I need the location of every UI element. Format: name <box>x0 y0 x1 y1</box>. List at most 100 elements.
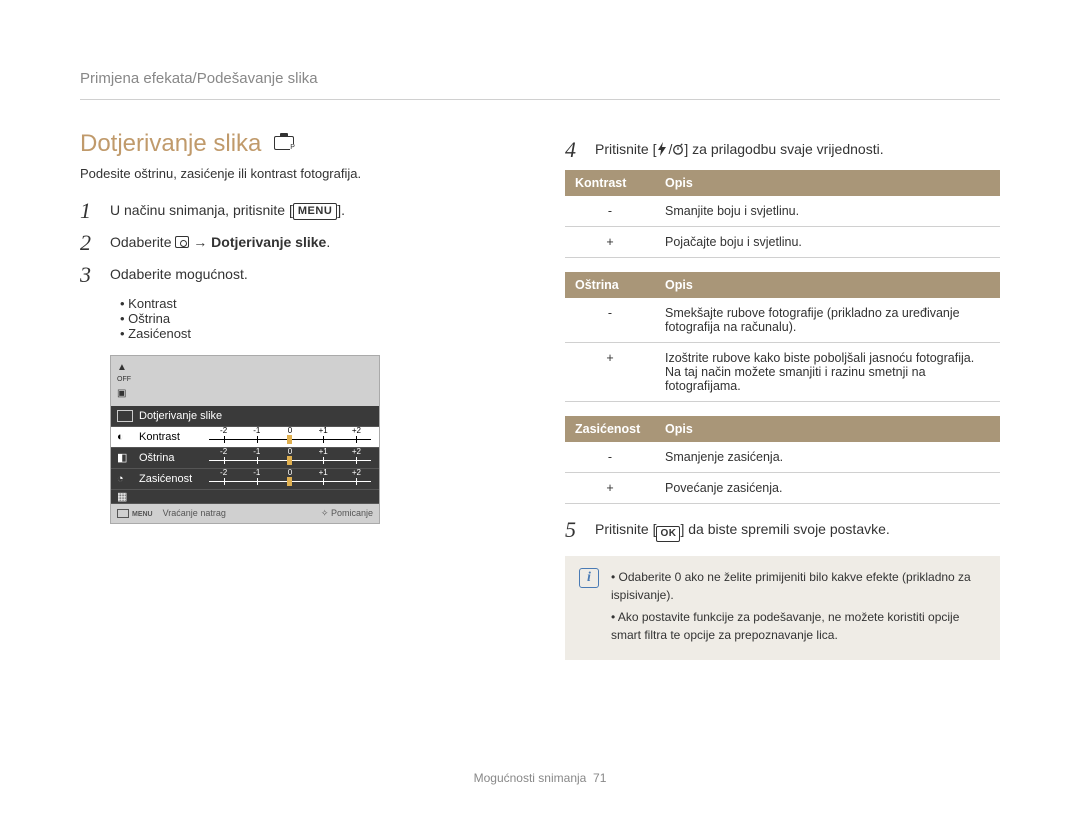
td-val: Pojačajte boju i svjetlinu. <box>655 227 1000 258</box>
bullet-item: Oštrina <box>120 311 515 326</box>
td-val: Izoštrite rubove kako biste poboljšali j… <box>655 343 1000 402</box>
lcd-marker <box>287 477 292 486</box>
saturation-icon: ◔ <box>117 473 133 485</box>
page: Primjena efekata/Podešavanje slika Dotje… <box>0 0 1080 700</box>
step-text-post: ]. <box>337 202 345 218</box>
lcd-marker <box>287 456 292 465</box>
step-number: 4 <box>565 138 595 162</box>
title-row: Dotjerivanje slika <box>80 130 515 158</box>
step-2: 2 Odaberite → Dotjerivanje slike. <box>80 231 515 255</box>
breadcrumb: Primjena efekata/Podešavanje slika <box>80 70 1000 100</box>
lcd-top-bar: ▲OFF ▣ <box>111 356 379 406</box>
step-text: U načinu snimanja, pritisnite [MENU]. <box>110 199 345 221</box>
note-item: Ako postavite funkcije za podešavanje, n… <box>611 608 986 644</box>
bullet-item: Kontrast <box>120 296 515 311</box>
lcd-header: Dotjerivanje slike <box>111 406 379 427</box>
step-text-pre: U načinu snimanja, pritisnite [ <box>110 202 293 218</box>
arrow: → <box>189 234 211 250</box>
step-text: Pritisnite [OK] da biste spremili svoje … <box>595 518 890 542</box>
camera-small-icon <box>175 236 189 248</box>
table-ostrina: OštrinaOpis -Smekšajte rubove fotografij… <box>565 272 1000 402</box>
contrast-icon: ◐ <box>117 431 133 443</box>
lcd-row-label: Kontrast <box>139 431 207 443</box>
step-text: Odaberite → Dotjerivanje slike. <box>110 231 330 253</box>
menu-button-label: MENU <box>293 203 337 220</box>
lcd-footer-menu: MENU <box>117 508 153 519</box>
step-text-pre: Pritisnite [ <box>595 521 656 537</box>
lcd-icon: ▣ <box>117 388 373 399</box>
right-column: 4 Pritisnite [/] za prilagodbu svaje vri… <box>565 130 1000 660</box>
step-number: 2 <box>80 231 110 255</box>
note-list: Odaberite 0 ako ne želite primijeniti bi… <box>611 568 986 648</box>
step-number: 3 <box>80 263 110 287</box>
lcd-footer: MENU Vraćanje natrag ✧ Pomicanje <box>111 504 379 523</box>
lcd-row-kontrast: ◐ Kontrast -2 -1 0 +1 +2 <box>111 427 379 448</box>
td-val: Smanjenje zasićenja. <box>655 442 1000 473</box>
th: Opis <box>655 272 1000 298</box>
bullet-item: Zasićenost <box>120 326 515 341</box>
two-columns: Dotjerivanje slika Podesite oštrinu, zas… <box>80 130 1000 660</box>
td-key: + <box>565 343 655 402</box>
th: Zasićenost <box>565 416 655 442</box>
camera-mode-icon <box>274 136 294 150</box>
nav-icon: ✧ <box>321 508 329 518</box>
footer-label: Mogućnosti snimanja <box>474 771 587 785</box>
lcd-marker <box>287 435 292 444</box>
lcd-body: Dotjerivanje slike ◐ Kontrast -2 -1 0 +1… <box>111 406 379 504</box>
info-icon: i <box>579 568 599 588</box>
camera-lcd-mockup: ▲OFF ▣ Dotjerivanje slike ◐ Kontrast -2 <box>110 355 380 524</box>
th: Oštrina <box>565 272 655 298</box>
footer-page: 71 <box>593 771 606 785</box>
step-number: 5 <box>565 518 595 542</box>
step-text-pre: Pritisnite [ <box>595 141 656 157</box>
lcd-row-label: Oštrina <box>139 452 207 464</box>
step-1: 1 U načinu snimanja, pritisnite [MENU]. <box>80 199 515 223</box>
sharpness-icon: ◧ <box>117 451 133 464</box>
td-key: - <box>565 442 655 473</box>
section-title: Dotjerivanje slika <box>80 130 261 158</box>
lcd-row-zasicenost: ◔ Zasićenost -2 -1 0 +1 +2 <box>111 469 379 490</box>
step-text-post: ] za prilagodbu svaje vrijednosti. <box>684 141 883 157</box>
page-footer: Mogućnosti snimanja 71 <box>0 771 1080 785</box>
step-text: Odaberite mogućnost. <box>110 263 248 285</box>
lcd-row-empty: ▦ <box>111 490 379 504</box>
lcd-header-text: Dotjerivanje slike <box>139 410 222 422</box>
td-key: - <box>565 196 655 227</box>
note-box: i Odaberite 0 ako ne želite primijeniti … <box>565 556 1000 660</box>
th: Kontrast <box>565 170 655 196</box>
td-key: - <box>565 298 655 343</box>
step-text-post: ] da biste spremili svoje postavke. <box>680 521 889 537</box>
lcd-footer-back: Vraćanje natrag <box>163 508 226 519</box>
lcd-icon: ▲OFF <box>117 362 373 384</box>
table-kontrast: KontrastOpis -Smanjite boju i svjetlinu.… <box>565 170 1000 258</box>
step-5: 5 Pritisnite [OK] da biste spremili svoj… <box>565 518 1000 542</box>
step-number: 1 <box>80 199 110 223</box>
th: Opis <box>655 416 1000 442</box>
td-key: + <box>565 227 655 258</box>
th: Opis <box>655 170 1000 196</box>
lcd-scale: -2 -1 0 +1 +2 <box>207 449 373 467</box>
ok-button-label: OK <box>656 526 680 542</box>
section-subtitle: Podesite oštrinu, zasićenje ili kontrast… <box>80 166 515 181</box>
step-text-pre: Odaberite <box>110 234 175 250</box>
step-bold: Dotjerivanje slike <box>211 234 326 250</box>
step-text: Pritisnite [/] za prilagodbu svaje vrije… <box>595 138 884 162</box>
lcd-scale: -2 -1 0 +1 +2 <box>207 428 373 446</box>
td-val: Smanjite boju i svjetlinu. <box>655 196 1000 227</box>
left-column: Dotjerivanje slika Podesite oštrinu, zas… <box>80 130 515 660</box>
option-bullets: Kontrast Oštrina Zasićenost <box>120 296 515 341</box>
timer-icon <box>672 142 684 162</box>
note-item: Odaberite 0 ako ne želite primijeniti bi… <box>611 568 986 604</box>
step-3: 3 Odaberite mogućnost. <box>80 263 515 287</box>
step-text-post: . <box>326 234 330 250</box>
flash-icon <box>656 142 668 162</box>
td-key: + <box>565 473 655 504</box>
lcd-footer-move: ✧ Pomicanje <box>321 508 373 519</box>
lcd-scale: -2 -1 0 +1 +2 <box>207 470 373 488</box>
td-val: Smekšajte rubove fotografije (prikladno … <box>655 298 1000 343</box>
lcd-header-icon <box>117 410 133 422</box>
td-val: Povećanje zasićenja. <box>655 473 1000 504</box>
table-zasicenost: ZasićenostOpis -Smanjenje zasićenja. +Po… <box>565 416 1000 504</box>
lcd-icon: ▦ <box>117 490 133 503</box>
lcd-row-ostrina: ◧ Oštrina -2 -1 0 +1 +2 <box>111 448 379 469</box>
